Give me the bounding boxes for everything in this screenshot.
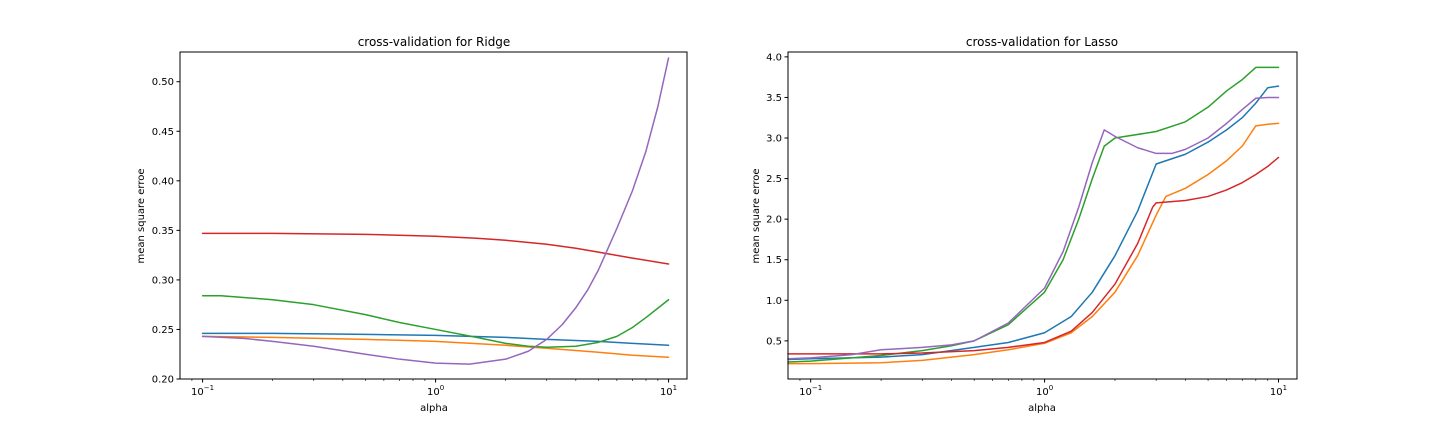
lasso-series-line-5 [787, 96, 1280, 360]
ridge-y-axis: 0.20 0.25 0.30 0.35 0.40 0.45 0.50 [152, 77, 180, 386]
ridge-y-tick-label-1: 0.20 [152, 375, 174, 386]
lasso-y-tick-label-3: 1.5 [766, 255, 782, 266]
lasso-y-axis-label: mean square erroe [751, 168, 762, 263]
lasso-y-axis: 0.5 1.0 1.5 2.0 2.5 3.0 3.5 4.0 [766, 52, 788, 347]
ridge-y-tick-label-5: 0.40 [152, 176, 174, 187]
ridge-y-tick-label-7: 0.50 [152, 77, 174, 88]
ridge-y-tick-label-4: 0.35 [152, 226, 174, 237]
ridge-series-line-4 [201, 232, 670, 265]
lasso-y-tick-label-1: 0.5 [766, 336, 782, 347]
ridge-y-tick-label-2: 0.25 [152, 325, 174, 336]
ridge-axes-frame [179, 51, 688, 380]
ridge-chart-title: cross-validation for Ridge [358, 35, 511, 49]
lasso-y-tick-label-7: 3.5 [766, 93, 782, 104]
lasso-y-tick-label-6: 3.0 [766, 134, 782, 145]
lasso-series-line-1 [787, 85, 1280, 361]
ridge-x-tick-label-2: 100 [427, 384, 444, 398]
ridge-series-line-2 [201, 335, 670, 358]
ridge-x-tick-label-1: 10−1 [191, 384, 214, 398]
lasso-y-tick-label-5: 2.5 [766, 174, 782, 185]
lasso-y-tick-label-2: 1.0 [766, 296, 782, 307]
lasso-x-axis: 10−1 100 101 [799, 379, 1287, 398]
lasso-plot-area [787, 51, 1298, 380]
ridge-series-layer [201, 57, 670, 365]
lasso-chart: cross-validation for Lasso 0.5 1.0 1.5 2.0 2… [751, 35, 1298, 414]
ridge-y-tick-label-3: 0.30 [152, 275, 174, 286]
lasso-x-tick-label-3: 101 [1270, 384, 1287, 398]
ridge-chart: cross-validation for Ridge 0.200.250.300… [136, 35, 688, 414]
lasso-y-tick-label-4: 2.0 [766, 215, 782, 226]
ridge-series-line-5 [201, 57, 670, 365]
lasso-series-line-4 [787, 156, 1280, 355]
lasso-x-tick-label-1: 10−1 [799, 384, 822, 398]
ridge-x-tick-label-3: 101 [660, 384, 677, 398]
lasso-chart-title: cross-validation for Lasso [966, 35, 1118, 49]
ridge-x-axis-label: alpha [420, 403, 448, 414]
lasso-axes-frame [787, 51, 1298, 380]
lasso-y-tick-label-8: 4.0 [766, 52, 782, 63]
lasso-x-tick-label-2: 100 [1036, 384, 1053, 398]
lasso-series-layer [787, 66, 1280, 365]
ridge-plot-area [179, 51, 688, 380]
lasso-x-axis-label: alpha [1028, 403, 1056, 414]
ridge-y-tick-label-6: 0.45 [152, 127, 174, 138]
ridge-series-line-1 [201, 332, 670, 347]
lasso-series-line-2 [787, 122, 1280, 365]
ridge-y-axis-label: mean square erroe [136, 168, 147, 263]
ridge-series-line-3 [201, 295, 670, 349]
ridge-x-axis: 10−1 100 101 [191, 379, 677, 398]
lasso-series-line-3 [787, 66, 1280, 363]
